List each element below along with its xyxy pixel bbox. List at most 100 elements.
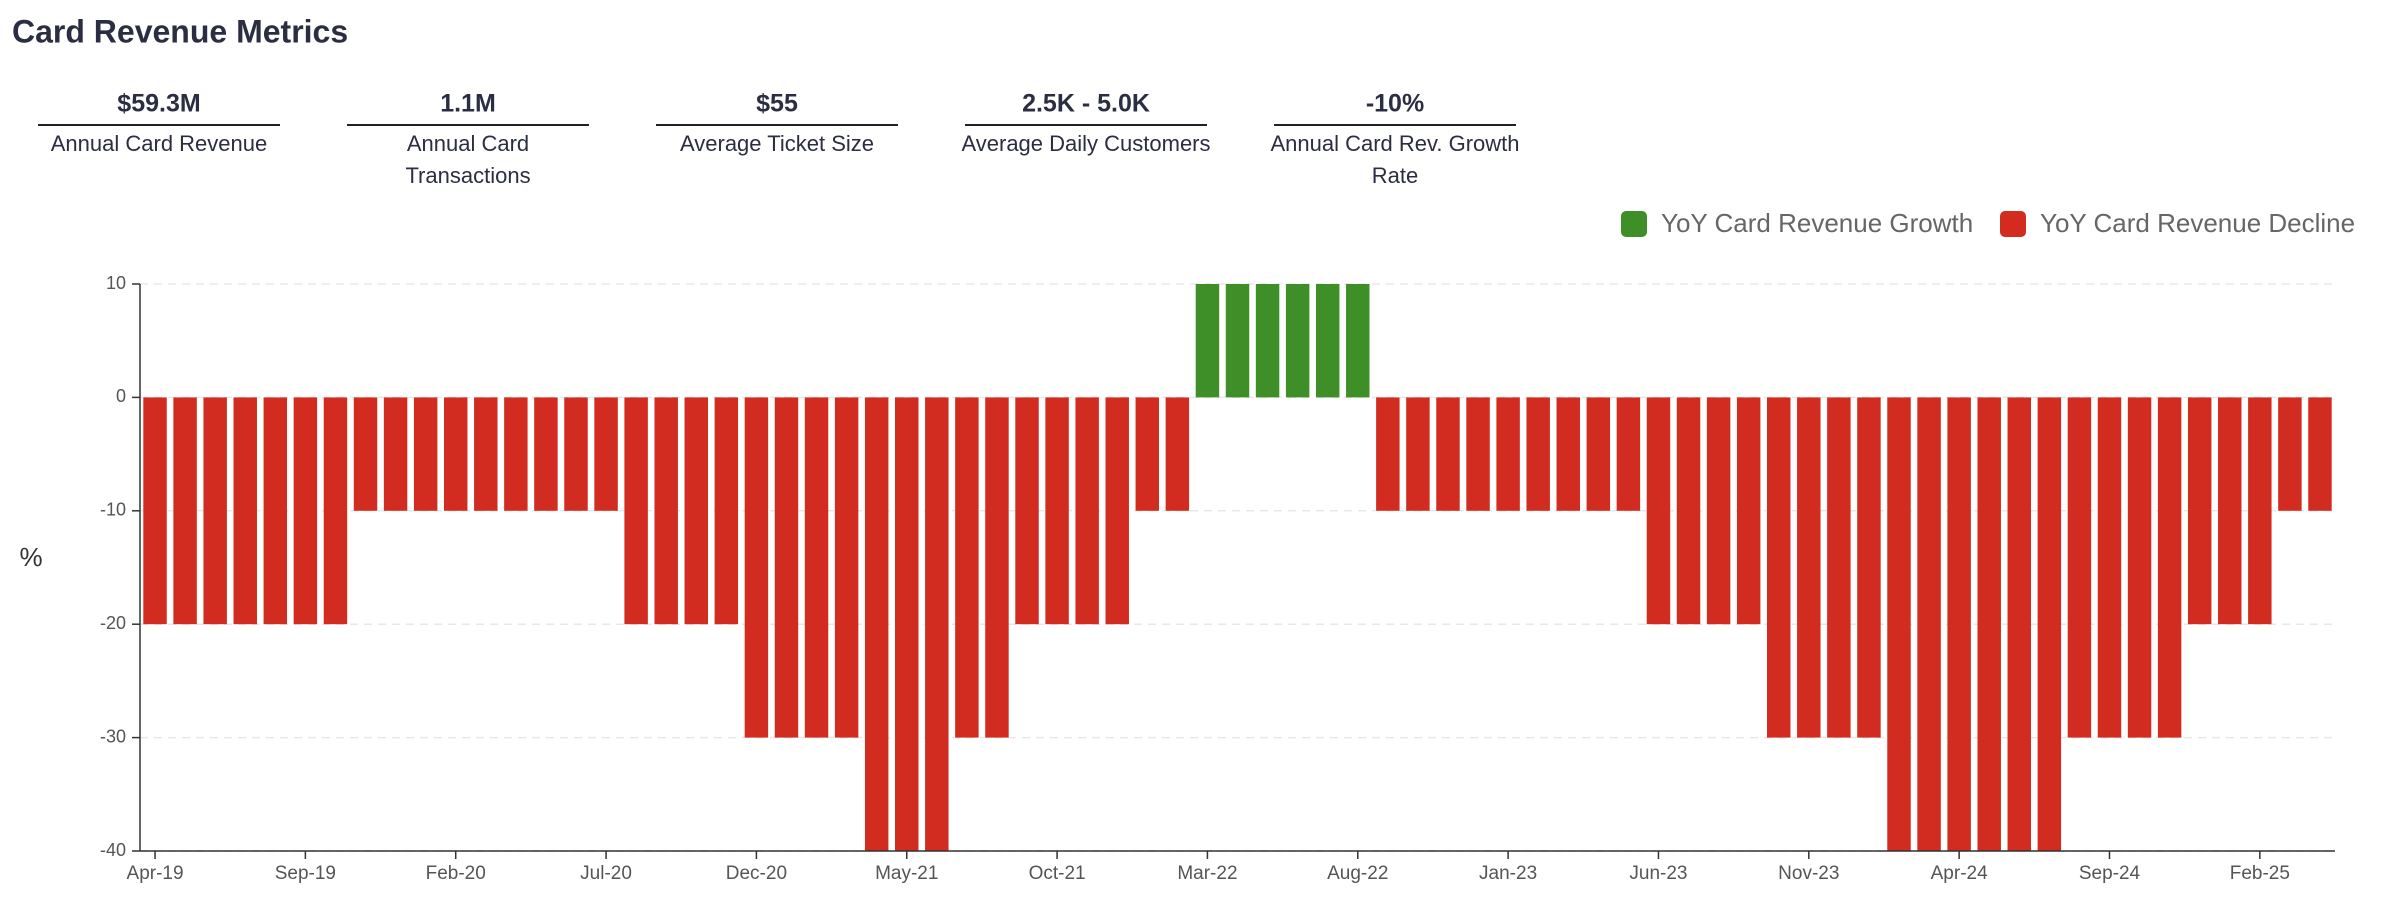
kpi-label-box: Annual Card Rev. Growth Rate bbox=[1270, 131, 1520, 188]
bar bbox=[1887, 397, 1911, 851]
kpi-label: Annual Card Rev. Growth Rate bbox=[1270, 131, 1520, 188]
bar bbox=[1195, 284, 1220, 398]
kpi-label-box: Average Ticket Size bbox=[679, 131, 875, 156]
x-tick-label: Sep-19 bbox=[275, 863, 336, 884]
y-tick-label: 10 bbox=[106, 273, 126, 293]
bar bbox=[1917, 397, 1941, 851]
bar bbox=[564, 397, 588, 511]
kpi-value: $59.3M bbox=[117, 90, 200, 118]
bar bbox=[1255, 284, 1280, 398]
bar bbox=[383, 397, 408, 511]
bar bbox=[143, 397, 167, 625]
x-tick-label: Jun-23 bbox=[1629, 863, 1687, 884]
bar bbox=[834, 397, 859, 738]
y-tick-label: -10 bbox=[100, 500, 126, 520]
bar bbox=[534, 397, 558, 511]
y-tick-label: -20 bbox=[100, 613, 126, 633]
bar bbox=[925, 397, 949, 851]
bar bbox=[263, 397, 288, 625]
bar bbox=[203, 397, 227, 625]
bar bbox=[1015, 397, 1039, 625]
x-tick-label: Jul-20 bbox=[580, 863, 632, 884]
bar bbox=[1466, 397, 1490, 511]
x-tick-label: Mar-22 bbox=[1177, 863, 1237, 884]
bar bbox=[2157, 397, 2182, 738]
kpi-label-box: Annual Card Transactions bbox=[405, 131, 531, 188]
bar bbox=[2187, 397, 2212, 625]
bar bbox=[2097, 397, 2122, 738]
bar bbox=[594, 397, 618, 511]
bar bbox=[474, 397, 498, 511]
bar bbox=[2067, 397, 2092, 738]
bar bbox=[1526, 397, 1550, 511]
bar bbox=[1646, 397, 1671, 625]
bar bbox=[744, 397, 769, 738]
bar bbox=[1045, 397, 1069, 625]
bar bbox=[1436, 397, 1460, 511]
bar bbox=[864, 397, 889, 851]
y-tick-label: -40 bbox=[100, 840, 126, 860]
bar bbox=[1496, 397, 1520, 511]
bar bbox=[2248, 397, 2272, 625]
bar bbox=[1736, 397, 1761, 625]
x-tick-label: Nov-23 bbox=[1778, 863, 1839, 884]
kpi-value: $55 bbox=[756, 90, 798, 118]
legend-label: YoY Card Revenue Growth bbox=[1661, 208, 1973, 238]
bar bbox=[2218, 397, 2242, 625]
kpi-label-box: Average Daily Customers bbox=[961, 131, 1210, 156]
bar bbox=[654, 397, 678, 625]
x-tick-label: Aug-22 bbox=[1327, 863, 1388, 884]
x-tick-label: Apr-24 bbox=[1931, 863, 1988, 884]
bar bbox=[1676, 397, 1701, 625]
bar bbox=[1977, 397, 2001, 851]
bar bbox=[1285, 284, 1310, 398]
x-tick-label: May-21 bbox=[875, 863, 938, 884]
bar bbox=[2007, 397, 2032, 851]
title: Card Revenue Metrics bbox=[12, 13, 348, 49]
bar bbox=[1105, 397, 1129, 625]
bar bbox=[1706, 397, 1731, 625]
bar bbox=[1376, 397, 1400, 511]
kpi-value: -10% bbox=[1366, 90, 1424, 118]
bar bbox=[624, 397, 648, 625]
bar bbox=[1165, 397, 1190, 511]
bar bbox=[504, 397, 528, 511]
legend-swatch bbox=[2000, 211, 2026, 237]
bar bbox=[2278, 397, 2302, 511]
x-tick-label: Jan-23 bbox=[1479, 863, 1537, 884]
bar bbox=[684, 397, 708, 625]
bar bbox=[1406, 397, 1430, 511]
kpi-value: 1.1M bbox=[440, 90, 496, 118]
bar bbox=[774, 397, 799, 738]
bar bbox=[323, 397, 348, 625]
y-tick-label: 0 bbox=[116, 386, 126, 406]
kpi-value: 2.5K - 5.0K bbox=[1022, 90, 1150, 118]
legend-label: YoY Card Revenue Decline bbox=[2040, 208, 2355, 238]
bar bbox=[1616, 397, 1641, 511]
kpi-label: Annual Card Transactions bbox=[405, 131, 531, 188]
bar bbox=[895, 397, 919, 851]
bar bbox=[2127, 397, 2152, 738]
x-tick-label: Feb-20 bbox=[426, 863, 486, 884]
bar bbox=[1315, 284, 1340, 398]
x-tick-label: Dec-20 bbox=[726, 863, 787, 884]
bar bbox=[1225, 284, 1250, 398]
bar bbox=[1135, 397, 1160, 511]
bar bbox=[1827, 397, 1851, 738]
bar bbox=[955, 397, 979, 738]
x-tick-label: Feb-25 bbox=[2230, 863, 2290, 884]
bar bbox=[293, 397, 318, 625]
bar bbox=[1556, 397, 1580, 511]
x-tick-label: Apr-19 bbox=[127, 863, 184, 884]
y-axis-label: % bbox=[19, 542, 42, 572]
x-tick-label: Sep-24 bbox=[2079, 863, 2141, 884]
bar bbox=[714, 397, 739, 625]
bar bbox=[1767, 397, 1791, 738]
y-tick-label: -30 bbox=[100, 726, 126, 746]
bar bbox=[1075, 397, 1099, 625]
bar bbox=[1346, 284, 1370, 398]
x-tick-label: Oct-21 bbox=[1029, 863, 1086, 884]
kpi-label: Average Ticket Size bbox=[679, 131, 875, 156]
